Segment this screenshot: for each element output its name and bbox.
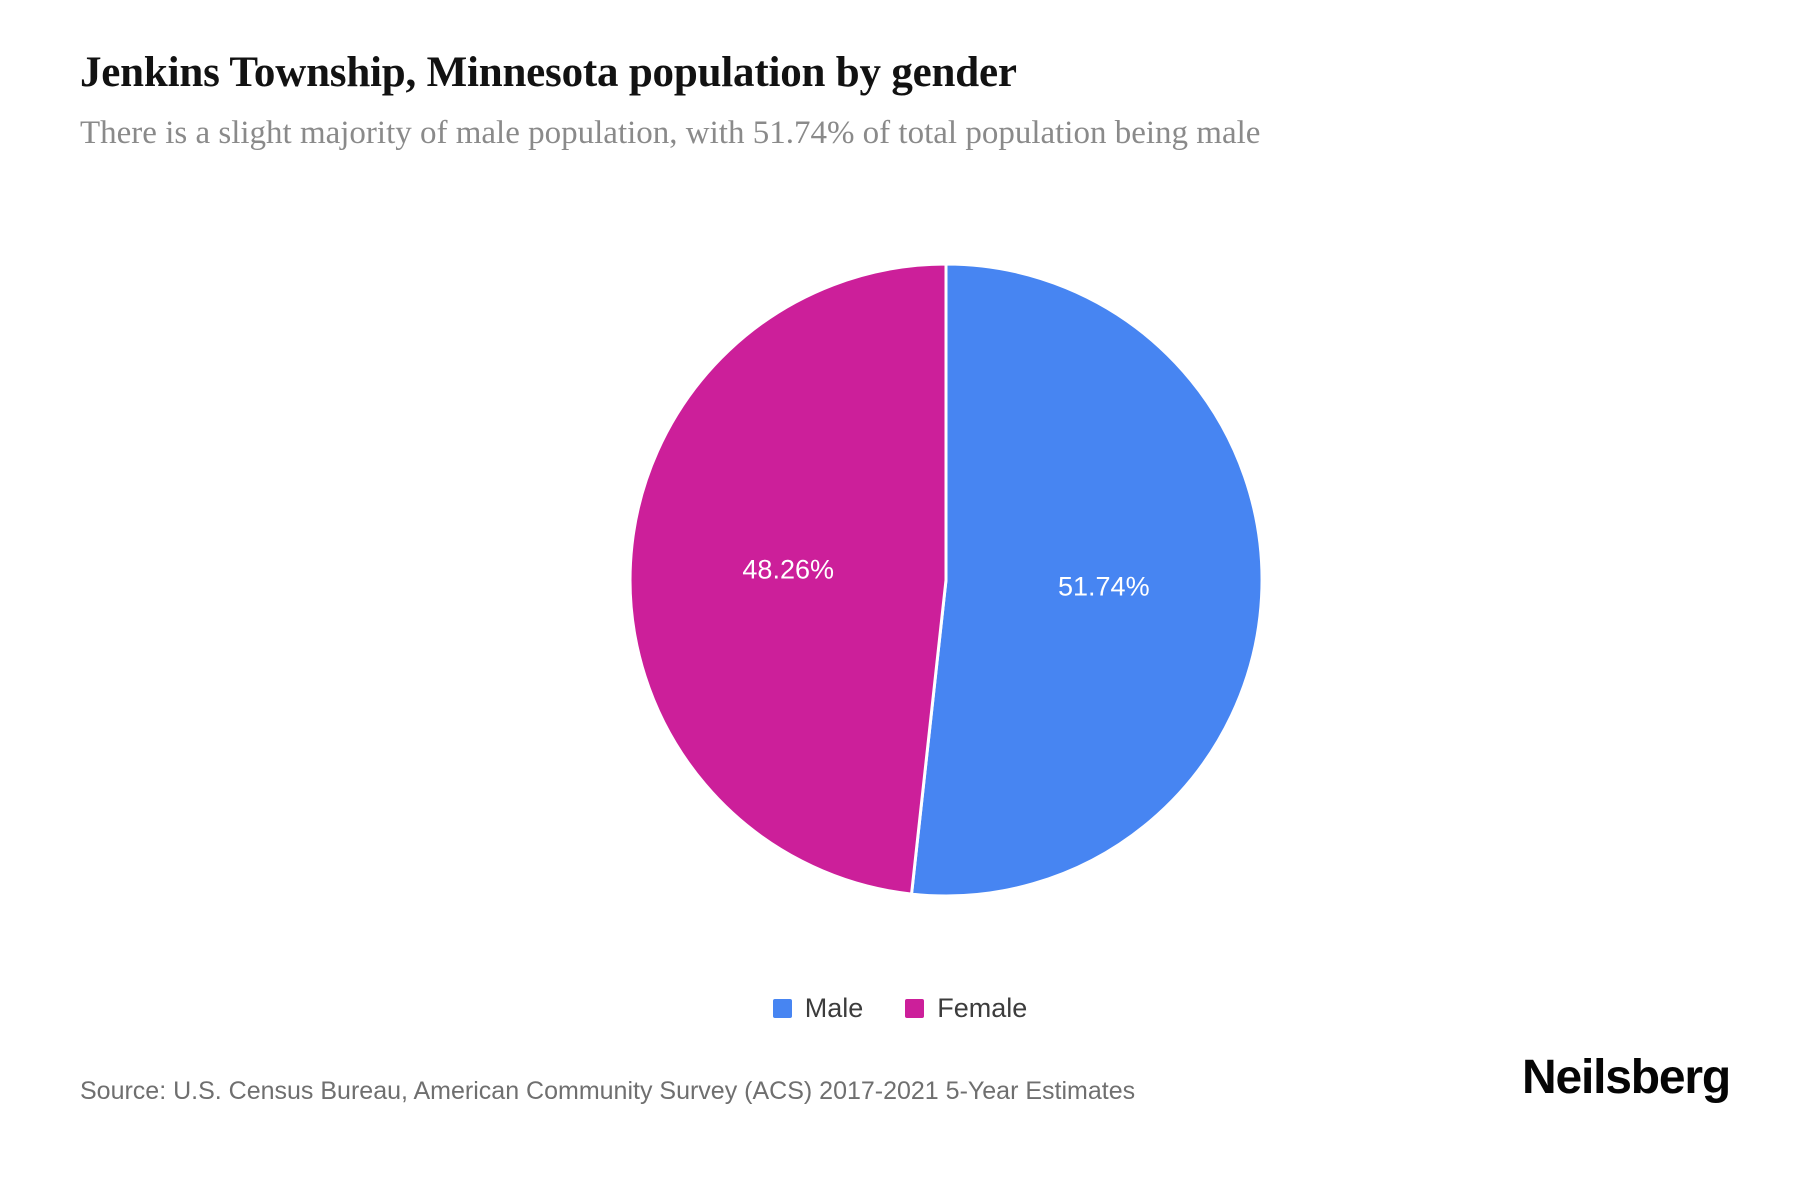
legend-swatch-female-icon bbox=[905, 999, 925, 1018]
legend-label-female: Female bbox=[937, 993, 1028, 1023]
brand-logo: Neilsberg bbox=[1522, 1051, 1731, 1104]
pie-slice-label-male: 51.74% bbox=[1058, 572, 1150, 602]
plot-area: 51.74% 48.26% bbox=[0, 180, 1800, 940]
legend-item-male[interactable]: Male bbox=[772, 993, 864, 1023]
source-note: Source: U.S. Census Bureau, American Com… bbox=[80, 1077, 1136, 1105]
pie-slice-labels: 51.74% 48.26% bbox=[742, 555, 1149, 602]
pie-chart-svg: 51.74% 48.26% bbox=[628, 262, 1264, 898]
legend-label-male: Male bbox=[804, 993, 864, 1023]
pie-slice-male[interactable] bbox=[909, 262, 1264, 898]
chart-legend: Male Female bbox=[0, 995, 1800, 1022]
chart-header: Jenkins Township, Minnesota population b… bbox=[80, 48, 1720, 154]
pie-chart: 51.74% 48.26% bbox=[628, 262, 1264, 898]
legend-item-female[interactable]: Female bbox=[905, 995, 1027, 1022]
page-title: Jenkins Township, Minnesota population b… bbox=[80, 49, 1017, 96]
pie-slice-label-female: 48.26% bbox=[742, 555, 834, 585]
pie-slice-female[interactable] bbox=[628, 262, 948, 896]
pie-slices bbox=[628, 262, 1264, 898]
chart-subtitle: There is a slight majority of male popul… bbox=[80, 115, 1261, 152]
legend-swatch-male-icon bbox=[772, 999, 792, 1018]
